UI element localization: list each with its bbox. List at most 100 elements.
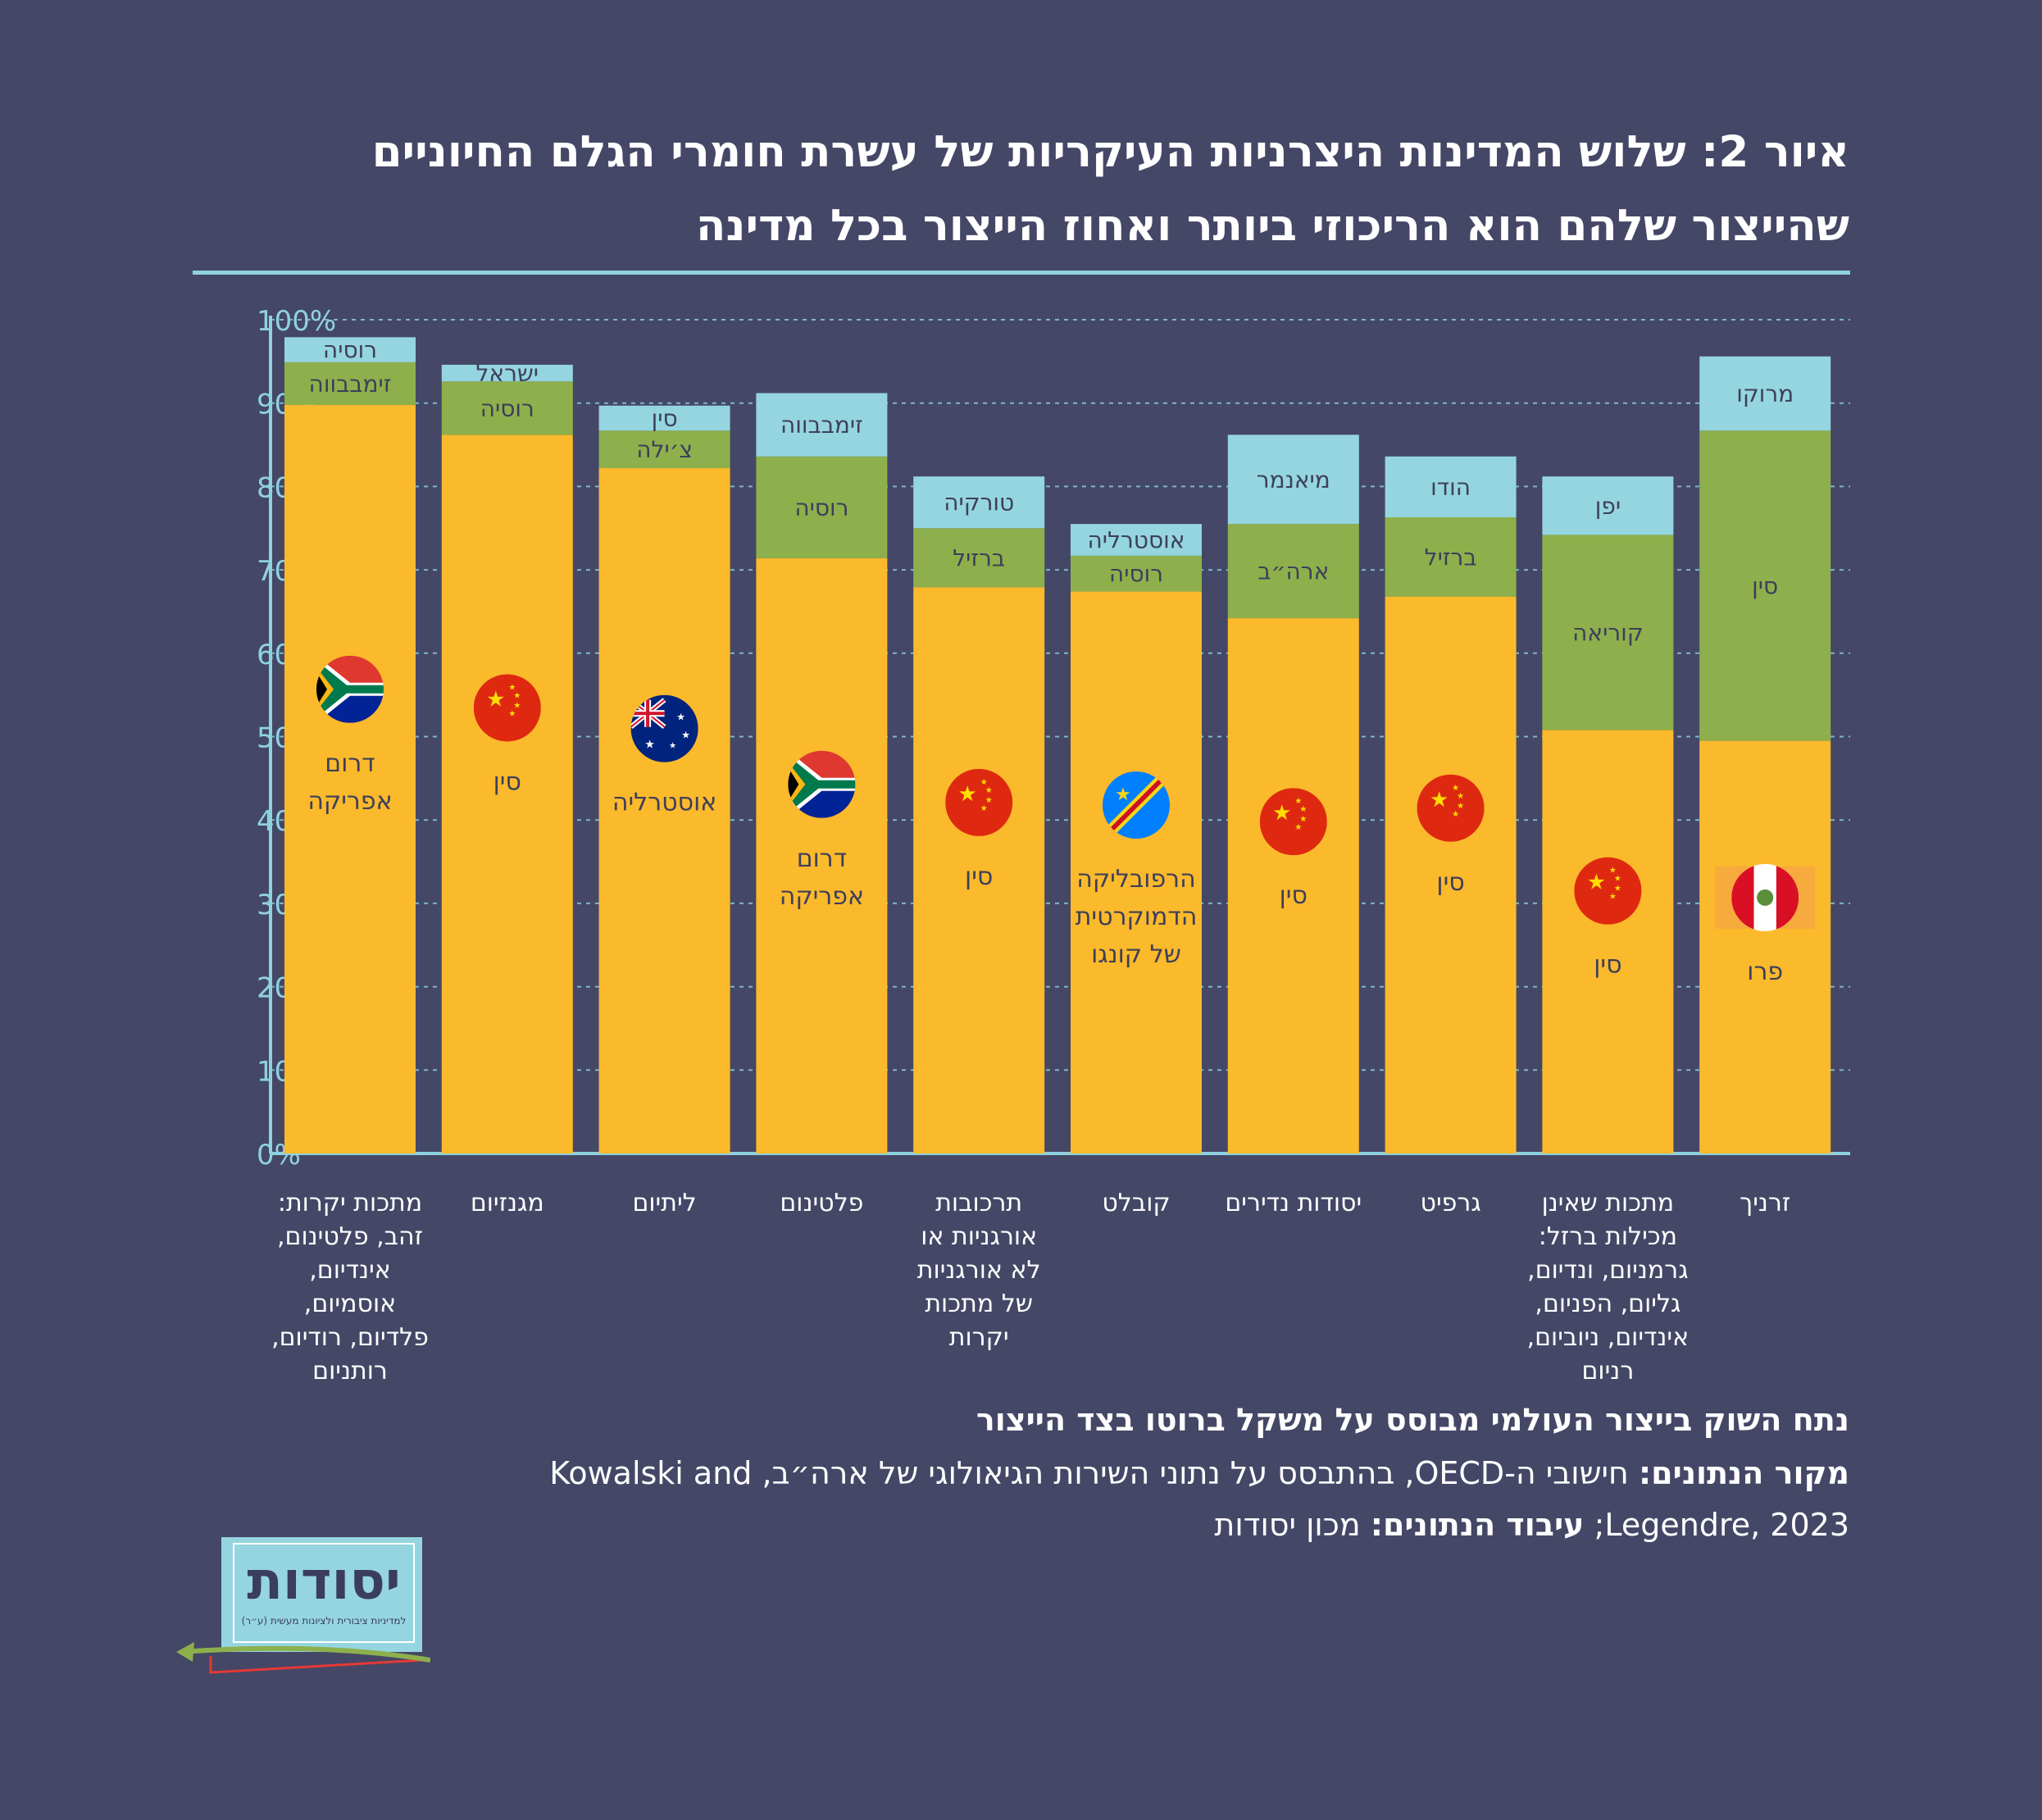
second-producer-label: סין [1752,572,1778,599]
flag-small-star: ★ [980,804,988,813]
first-producer-label: הרפובליקה [1076,865,1195,894]
x-tick-label: זרניך [1740,1189,1790,1217]
third-producer-label: זימבבווה [780,412,863,439]
flag-small-star: ★ [1452,810,1459,819]
second-producer-label: רוסיה [794,494,848,521]
flag-cross-v-red [646,699,650,727]
flag-small-star: ★ [985,796,993,805]
flag-small-star: ★ [1294,797,1302,806]
flag-star: ★ [669,742,676,751]
flag-star: ★ [1430,788,1449,812]
second-producer-label: ברזיל [953,544,1005,571]
third-producer-label: מרוקו [1736,380,1794,407]
flag-body: ★ [1103,771,1170,839]
x-tick-label: גרמניום, ונדיום, [1527,1256,1688,1285]
bar-third-producer [1542,476,1674,535]
flag-star: ★ [1115,785,1131,805]
second-producer-label: זימבבווה [309,371,392,398]
bar-second-producer [1542,535,1674,730]
flag-small-star: ★ [1294,823,1302,832]
flag-body [316,655,384,723]
south-africa-flag [316,655,384,723]
first-producer-label: סין [1594,951,1621,980]
x-tick-label: יקרות [949,1323,1009,1352]
bar-first-producer [1699,740,1831,1153]
x-tick-label: רניום [1582,1357,1635,1385]
flag-emblem [1757,889,1774,906]
bar-third-producer [441,364,573,382]
flag-body: ★ ★ ★ ★ [630,694,698,762]
flag-small-star: ★ [985,786,993,795]
bar-third-producer [913,476,1045,529]
flag-star: ★ [676,712,685,723]
bar-first-producer [1071,591,1202,1153]
bar-third-producer [1071,524,1202,556]
x-tick-label: מתכות יקרות: [278,1189,422,1217]
china-flag: ★ ★★★★ [945,768,1013,836]
title-divider [193,271,1850,275]
x-tick-label: זהב, פלטינום, [277,1222,423,1251]
first-producer-label: אפריקה [307,787,392,816]
x-tick-label: אינדיום, [309,1256,390,1285]
flag-small-star: ★ [1609,893,1617,902]
second-producer-label: צ׳ילה [636,436,693,463]
first-producer-label: אפריקה [780,882,864,911]
flag-small-star: ★ [1457,802,1464,811]
flag-field [473,674,541,742]
logo-red-line [209,1656,423,1674]
bar-second-producer [1699,430,1831,741]
flag-star: ★ [958,782,977,807]
flag-small-star: ★ [508,709,516,718]
first-producer-label: סין [1280,881,1308,910]
bar-first-producer [598,468,730,1153]
bar-first-producer [756,557,888,1153]
bar-first-producer [284,404,416,1153]
flag-small-star: ★ [1457,792,1464,801]
third-producer-label: הודו [1430,474,1471,501]
bar-second-producer [441,381,573,435]
flag-black [316,671,327,707]
flag-small-star: ★ [1299,805,1307,814]
x-tick-label: פלטינום [780,1189,863,1217]
first-producer-label: דרום [797,844,847,873]
flag-body [1731,863,1799,931]
x-tick-label: יסודות נדירים [1225,1189,1362,1217]
first-producer-label: פרו [1747,958,1783,986]
processing-text: מכון יסודות [1214,1507,1361,1543]
flag-small-star: ★ [1614,875,1621,884]
china-flag: ★ ★★★★ [1574,857,1642,925]
flag-black [788,767,799,802]
second-producer-label: ארה״ב [1257,558,1329,585]
flag-body [788,750,856,818]
bar-second-producer [1385,517,1517,597]
flag-small-star: ★ [1614,885,1621,894]
bar-second-producer [1071,555,1202,592]
footnote: נתח השוק בייצור העולמי מבוסס על משקל ברו… [976,1402,1849,1438]
first-producer-label: סין [493,767,521,796]
processing-label: עיבוד הנתונים: [1370,1507,1585,1543]
x-tick-label: של מתכות [925,1290,1033,1318]
flag-green [316,660,384,718]
australia-flag: ★ ★ ★ ★ [630,694,698,762]
processing-line: Legendre, 2023; עיבוד הנתונים: מכון יסוד… [128,1507,1849,1543]
second-producer-label: קוריאה [1572,619,1644,646]
flag-small-star: ★ [508,683,516,692]
flag-small-star: ★ [513,701,521,710]
third-producer-label: טורקיה [944,489,1014,516]
source-label: מקור הנתונים: [1638,1455,1849,1491]
bar-third-producer [1385,456,1517,518]
flag-body: ★ ★★★★ [1417,774,1485,842]
x-tick-label: אורגניות או [921,1222,1037,1251]
flag-field [1259,788,1327,856]
logo-arrow-head [176,1642,194,1662]
china-flag: ★ ★★★★ [1417,774,1485,842]
x-tick-label: אינדיום, ניוביום, [1527,1323,1690,1352]
x-tick-label: קובלט [1102,1189,1170,1217]
flag-body: ★ ★★★★ [1574,857,1642,925]
third-producer-label: אוסטרליה [1088,526,1185,553]
x-tick-label: רותניום [312,1357,388,1385]
congo-flag: ★ [1103,771,1170,839]
third-producer-label: רוסיה [323,337,377,364]
bar-second-producer [756,456,888,558]
bar-third-producer [284,337,416,362]
